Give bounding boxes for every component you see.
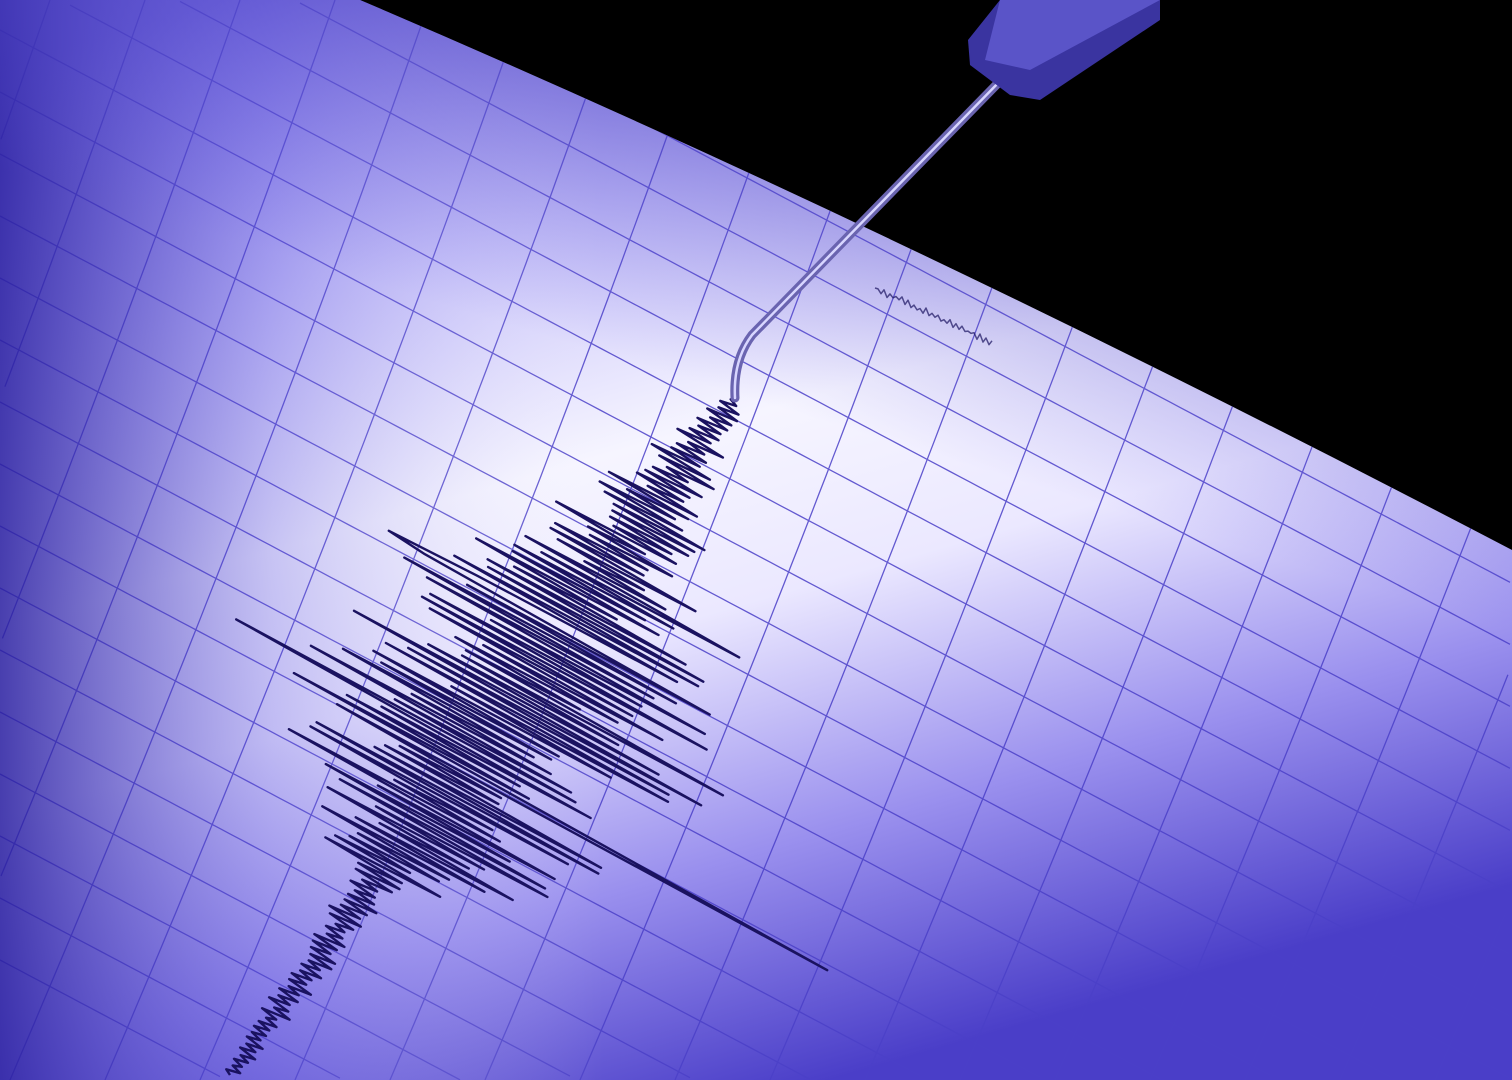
seismic-trace <box>225 287 993 1076</box>
seismic-trace-distant <box>874 287 993 346</box>
stylus-needle <box>730 0 1160 403</box>
seismic-trace-line <box>225 398 829 1076</box>
